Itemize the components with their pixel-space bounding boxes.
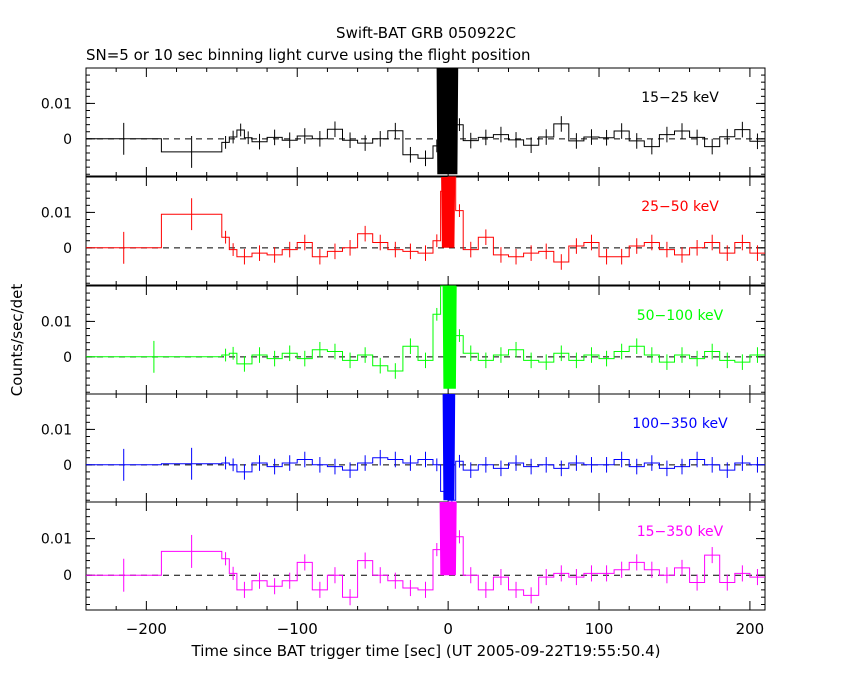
burst-peak	[442, 393, 456, 501]
panel-3: 0 0.01 100−350 keV	[41, 393, 766, 503]
chart-title: Swift-BAT GRB 050922C	[336, 24, 516, 42]
band-label: 50−100 keV	[637, 308, 724, 324]
light-curve-steps	[86, 176, 765, 263]
burst-peak	[436, 67, 459, 175]
panel-0: 0 0.01 15−25 keV	[41, 67, 766, 177]
x-tick-label: 100	[585, 620, 614, 638]
band-label: 100−350 keV	[632, 416, 728, 432]
x-tick-label: −100	[277, 620, 318, 638]
light-curve-steps	[86, 67, 765, 159]
panel-frame	[85, 67, 766, 177]
x-tick-label: 200	[736, 620, 765, 638]
y-tick-label: 0.01	[41, 96, 72, 112]
band-label: 15−350 keV	[637, 524, 724, 540]
chart-subtitle: SN=5 or 10 sec binning light curve using…	[86, 46, 531, 64]
y-tick-label: 0.01	[41, 532, 72, 548]
y-tick-label: 0	[63, 350, 72, 366]
y-tick-label: 0.01	[41, 422, 72, 438]
y-tick-label: 0	[63, 132, 72, 148]
x-tick-labels: −200 −100 0 100 200	[126, 620, 764, 638]
burst-peak	[442, 285, 457, 389]
y-tick-label: 0.01	[41, 314, 72, 330]
y-tick-label: 0	[63, 241, 72, 257]
panel-frame	[85, 393, 766, 503]
panel-1: 0 0.01 25−50 keV	[41, 176, 766, 286]
panels-group: 0 0.01 15−25 keV 0 0.01 25−50 keV 0 0.01 50−100 …	[41, 67, 766, 611]
panel-frame	[85, 501, 766, 611]
panel-2: 0 0.01 50−100 keV	[41, 285, 766, 395]
burst-peak	[441, 176, 456, 248]
y-tick-label: 0.01	[41, 205, 72, 221]
y-tick-label: 0	[63, 568, 72, 584]
x-tick-label: −200	[126, 620, 167, 638]
y-tick-label: 0	[63, 458, 72, 474]
band-label: 15−25 keV	[641, 90, 719, 106]
panel-frame	[85, 285, 766, 395]
burst-peak	[439, 501, 457, 576]
x-axis-label: Time since BAT trigger time [sec] (UT 20…	[191, 642, 661, 660]
panel-frame	[85, 176, 766, 286]
y-axis-label: Counts/sec/det	[8, 284, 26, 397]
light-curve-steps	[86, 285, 765, 372]
panel-4: 0 0.01 15−350 keV	[41, 501, 766, 611]
x-tick-label: 0	[443, 620, 453, 638]
band-label: 25−50 keV	[641, 199, 719, 215]
light-curve-steps	[86, 457, 765, 501]
